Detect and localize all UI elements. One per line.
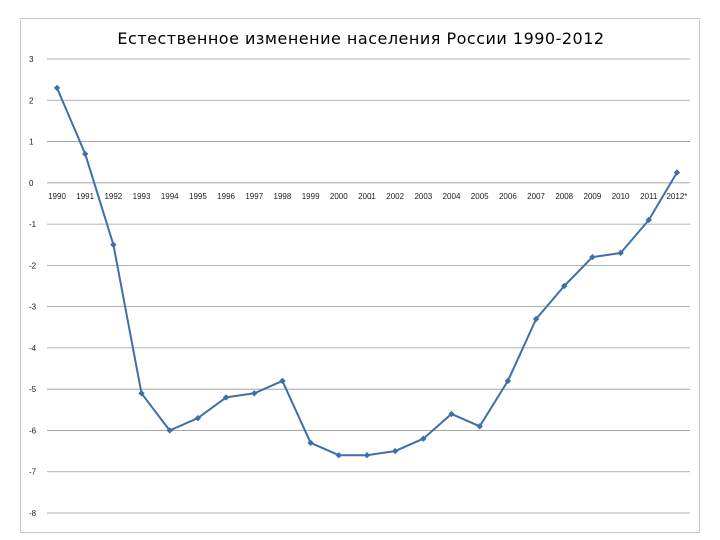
data-point — [138, 390, 145, 397]
data-point — [617, 249, 624, 257]
data-point — [81, 150, 89, 158]
data-point — [561, 282, 568, 290]
data-point — [166, 427, 173, 434]
y-tick-label: -3 — [29, 303, 37, 312]
x-tick-label: 1999 — [302, 192, 320, 201]
data-point — [222, 394, 230, 401]
x-tick-label: 1991 — [76, 192, 94, 201]
data-point — [420, 435, 427, 442]
series-line — [56, 87, 678, 457]
x-tick-label: 1992 — [104, 192, 122, 201]
x-tick-label: 2007 — [527, 192, 545, 201]
data-point — [194, 414, 202, 422]
x-tick-label: 1995 — [189, 192, 207, 201]
x-tick-label: 1994 — [161, 192, 179, 201]
y-tick-label: -5 — [29, 385, 37, 394]
data-point — [251, 390, 258, 397]
chart-frame: Естественное изменение населения России … — [20, 18, 700, 533]
line-chart: 3 2 1 0 -1 -2 -3 -4 -5 -6 -7 -8 1990 1991 1992 1993 1994… — [29, 55, 690, 518]
y-tick-label: -1 — [29, 220, 37, 229]
chart-title: Естественное изменение населения России … — [117, 29, 605, 48]
y-tick-label: 0 — [29, 179, 34, 188]
data-point — [476, 423, 483, 430]
data-point — [363, 452, 371, 459]
y-tick-label: 2 — [29, 96, 34, 105]
y-tick-label: -8 — [29, 509, 37, 518]
data-point — [110, 241, 117, 248]
x-tick-label: 2011 — [640, 192, 658, 201]
x-tick-label: 2000 — [330, 192, 348, 201]
x-tick-label: 2006 — [499, 192, 517, 201]
y-tick-label: 1 — [29, 138, 34, 147]
data-point — [589, 253, 596, 261]
y-tick-label: -4 — [29, 344, 37, 353]
data-point — [673, 169, 681, 176]
data-point — [279, 377, 286, 385]
x-tick-label: 2005 — [471, 192, 489, 201]
data-point — [53, 84, 61, 92]
y-tick-label: -2 — [29, 261, 37, 270]
data-point — [307, 439, 314, 447]
data-point — [391, 447, 399, 455]
x-tick-label: 2004 — [443, 192, 461, 201]
x-tick-label: 2003 — [414, 192, 432, 201]
x-tick-label: 2010 — [612, 192, 630, 201]
data-point — [335, 452, 342, 459]
x-tick-label: 1990 — [48, 192, 66, 201]
x-tick-label: 2009 — [584, 192, 602, 201]
y-tick-label: -7 — [29, 468, 37, 477]
x-tick-label: 2002 — [386, 192, 404, 201]
x-tick-label: 1993 — [133, 192, 151, 201]
x-tick-label: 2012* — [666, 192, 687, 201]
x-tick-label: 1998 — [274, 192, 292, 201]
x-tick-label: 1996 — [217, 192, 235, 201]
y-tick-label: -6 — [29, 426, 37, 435]
y-tick-label: 3 — [29, 55, 34, 64]
x-tick-label: 1997 — [245, 192, 263, 201]
data-point — [532, 315, 540, 323]
data-point — [448, 410, 455, 418]
data-point — [504, 377, 512, 385]
x-tick-label: 2001 — [358, 192, 376, 201]
data-point — [645, 216, 652, 224]
x-tick-label: 2008 — [555, 192, 573, 201]
